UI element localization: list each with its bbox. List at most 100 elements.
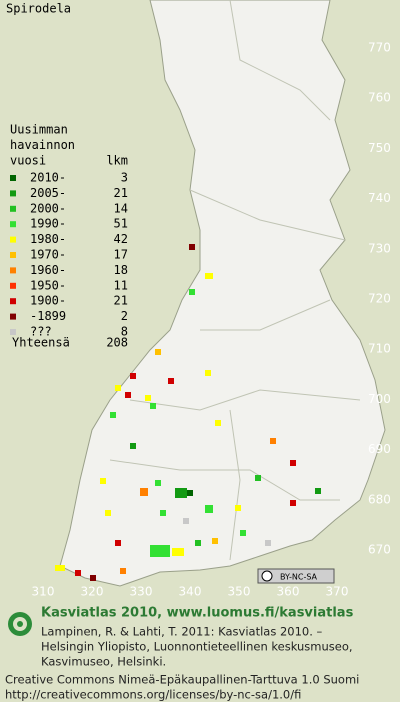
square [125,392,131,398]
map-title: Spirodela [6,2,71,16]
north-label: 690 [368,442,391,456]
north-label: 670 [368,543,391,557]
east-label: 350 [228,585,251,599]
square [150,545,170,557]
square [215,420,221,426]
legend-label: 1970- [30,248,66,262]
legend-swatch [10,282,16,289]
north-label: 720 [368,292,391,306]
square [240,530,246,536]
square [120,568,126,574]
east-label: 320 [81,585,104,599]
legend-label: 1990- [30,217,66,231]
square [205,505,213,513]
square [75,570,81,576]
legend-label: 2010- [30,171,66,185]
square [315,488,321,494]
legend-swatch [10,236,16,243]
north-label: 710 [368,342,391,356]
legend-label: 1900- [30,294,66,308]
square [130,443,136,449]
grid-labels: 770 760 750 740 730 720 710 700 690 680 670 310 320 3… [32,41,391,599]
square [115,385,121,391]
square [155,480,161,486]
brand: Kasviatlas 2010, www.luomus.fi/kasviatla… [41,606,354,621]
citation-line: Kasvimuseo, Helsinki. [41,655,166,669]
square [205,273,213,279]
legend-swatch [10,252,16,258]
license-line: Creative Commons Nimeä-Epäkaupallinen-Ta… [5,673,359,687]
legend-heading: Uusimman [10,123,68,137]
square [187,490,193,496]
legend-count: 14 [114,201,128,215]
square [212,538,218,544]
legend-swatch [10,298,16,305]
north-label: 730 [368,241,391,255]
square [175,488,187,498]
legend-total-label: Yhteensä [12,336,70,350]
square [100,478,106,484]
square [145,395,151,401]
cc-icon [261,570,273,582]
legend-count: 17 [114,248,128,262]
east-label: 310 [32,585,55,599]
north-label: 680 [368,492,391,506]
badge-box [257,568,335,584]
occurrence-squares [55,244,321,581]
legend-swatch [10,267,16,274]
legend-count: 21 [114,294,128,308]
north-label: 700 [368,392,391,406]
square [270,438,276,444]
east-label: 330 [130,585,153,599]
square [115,540,121,546]
square [205,370,211,376]
legend-count: 21 [114,186,128,200]
square [168,378,174,384]
license-badge: BY-NC-SA [257,568,335,584]
square [110,412,116,418]
east-label: 370 [326,585,349,599]
square [183,518,189,524]
legend-count: 8 [121,325,128,339]
square [140,488,148,496]
square [290,500,296,506]
province-borders [109,0,361,561]
square [189,244,195,250]
legend-swatch [10,221,16,228]
citation-line: Lampinen, R. & Lahti, T. 2011: Kasviatla… [41,625,323,639]
square [189,289,195,295]
square [265,540,271,546]
legend-swatch [10,205,16,212]
square [130,373,136,379]
east-label: 340 [179,585,202,599]
square [150,403,156,409]
legend-swatch [10,329,16,335]
license-line: http://creativecommons.org/licenses/by-n… [5,688,301,702]
north-label: 770 [368,41,391,55]
square [255,475,261,481]
north-label: 740 [368,191,391,205]
legend-label: 1950- [30,278,66,292]
legend-swatch [10,313,16,320]
legend-swatch [10,190,16,197]
square [55,565,65,571]
legend-swatch [10,175,16,181]
legend-count: 51 [114,217,128,231]
square [90,575,96,581]
legend-label: 2005- [30,186,66,200]
north-label: 760 [368,91,391,105]
legend-count: 2 [121,309,128,323]
legend-label: ??? [30,325,52,339]
legend-count: 18 [114,263,128,277]
square [235,505,241,511]
citation-line: Helsingin Yliopisto, Luonnontieteellinen… [41,640,353,654]
finland-map [59,0,386,587]
legend-count: 11 [114,278,128,292]
square [155,349,161,355]
east-label: 360 [277,585,300,599]
north-label: 750 [368,141,391,155]
square [195,540,201,546]
legend-label: 1960- [30,263,66,277]
